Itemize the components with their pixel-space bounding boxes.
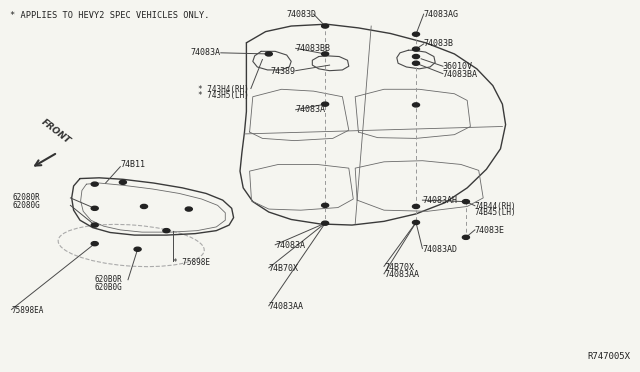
Circle shape xyxy=(413,61,420,65)
Text: 74B11: 74B11 xyxy=(120,160,145,169)
Text: 74B45(LH): 74B45(LH) xyxy=(475,208,516,217)
Text: 74083AA: 74083AA xyxy=(269,302,304,311)
Text: 74083AA: 74083AA xyxy=(384,270,419,279)
Circle shape xyxy=(322,221,329,225)
Circle shape xyxy=(322,24,329,28)
Text: 74083E: 74083E xyxy=(475,226,505,235)
Circle shape xyxy=(163,228,170,233)
Circle shape xyxy=(413,32,420,36)
Text: 74B70X: 74B70X xyxy=(384,263,414,272)
Circle shape xyxy=(141,205,148,208)
Circle shape xyxy=(413,205,420,208)
Text: 36010V: 36010V xyxy=(443,62,473,71)
Text: 74083AG: 74083AG xyxy=(424,10,459,19)
Circle shape xyxy=(322,52,329,56)
Circle shape xyxy=(91,242,99,246)
Text: * 743H4(RH): * 743H4(RH) xyxy=(198,85,249,94)
Circle shape xyxy=(413,47,420,51)
Circle shape xyxy=(91,223,99,227)
Text: 74083BB: 74083BB xyxy=(296,44,331,53)
Text: * APPLIES TO HEVY2 SPEC VEHICLES ONLY.: * APPLIES TO HEVY2 SPEC VEHICLES ONLY. xyxy=(10,11,209,20)
Circle shape xyxy=(186,207,192,211)
Text: 74083A: 74083A xyxy=(275,241,305,250)
Text: 620B0G: 620B0G xyxy=(95,283,122,292)
Circle shape xyxy=(413,55,420,58)
Text: * 743H5(LH): * 743H5(LH) xyxy=(198,92,249,100)
Circle shape xyxy=(322,203,329,208)
Text: 74083BA: 74083BA xyxy=(443,70,478,79)
Circle shape xyxy=(413,220,420,224)
Circle shape xyxy=(413,103,420,107)
Text: 62080G: 62080G xyxy=(13,201,40,210)
Circle shape xyxy=(322,102,329,106)
Text: 74083A: 74083A xyxy=(296,105,326,114)
Text: 74083D: 74083D xyxy=(287,10,317,19)
Circle shape xyxy=(91,206,99,211)
Circle shape xyxy=(91,182,99,186)
Text: R747005X: R747005X xyxy=(588,352,630,361)
Text: 74389: 74389 xyxy=(271,67,296,76)
Circle shape xyxy=(119,180,127,185)
Text: 62080R: 62080R xyxy=(13,193,40,202)
Circle shape xyxy=(134,247,141,251)
Text: FRONT: FRONT xyxy=(40,118,72,146)
Circle shape xyxy=(266,52,273,56)
Circle shape xyxy=(462,199,470,204)
Text: 74083A: 74083A xyxy=(191,48,221,57)
Text: 74B44(RH): 74B44(RH) xyxy=(475,202,516,211)
Text: 74083AD: 74083AD xyxy=(422,245,458,254)
Text: 620B0R: 620B0R xyxy=(95,275,122,284)
Text: * 75898E: * 75898E xyxy=(173,258,210,267)
Text: 75898EA: 75898EA xyxy=(12,306,44,315)
Circle shape xyxy=(462,235,470,240)
Text: 74083B: 74083B xyxy=(424,39,454,48)
Text: 74B70X: 74B70X xyxy=(269,264,299,273)
Text: 74083AH: 74083AH xyxy=(422,196,458,205)
